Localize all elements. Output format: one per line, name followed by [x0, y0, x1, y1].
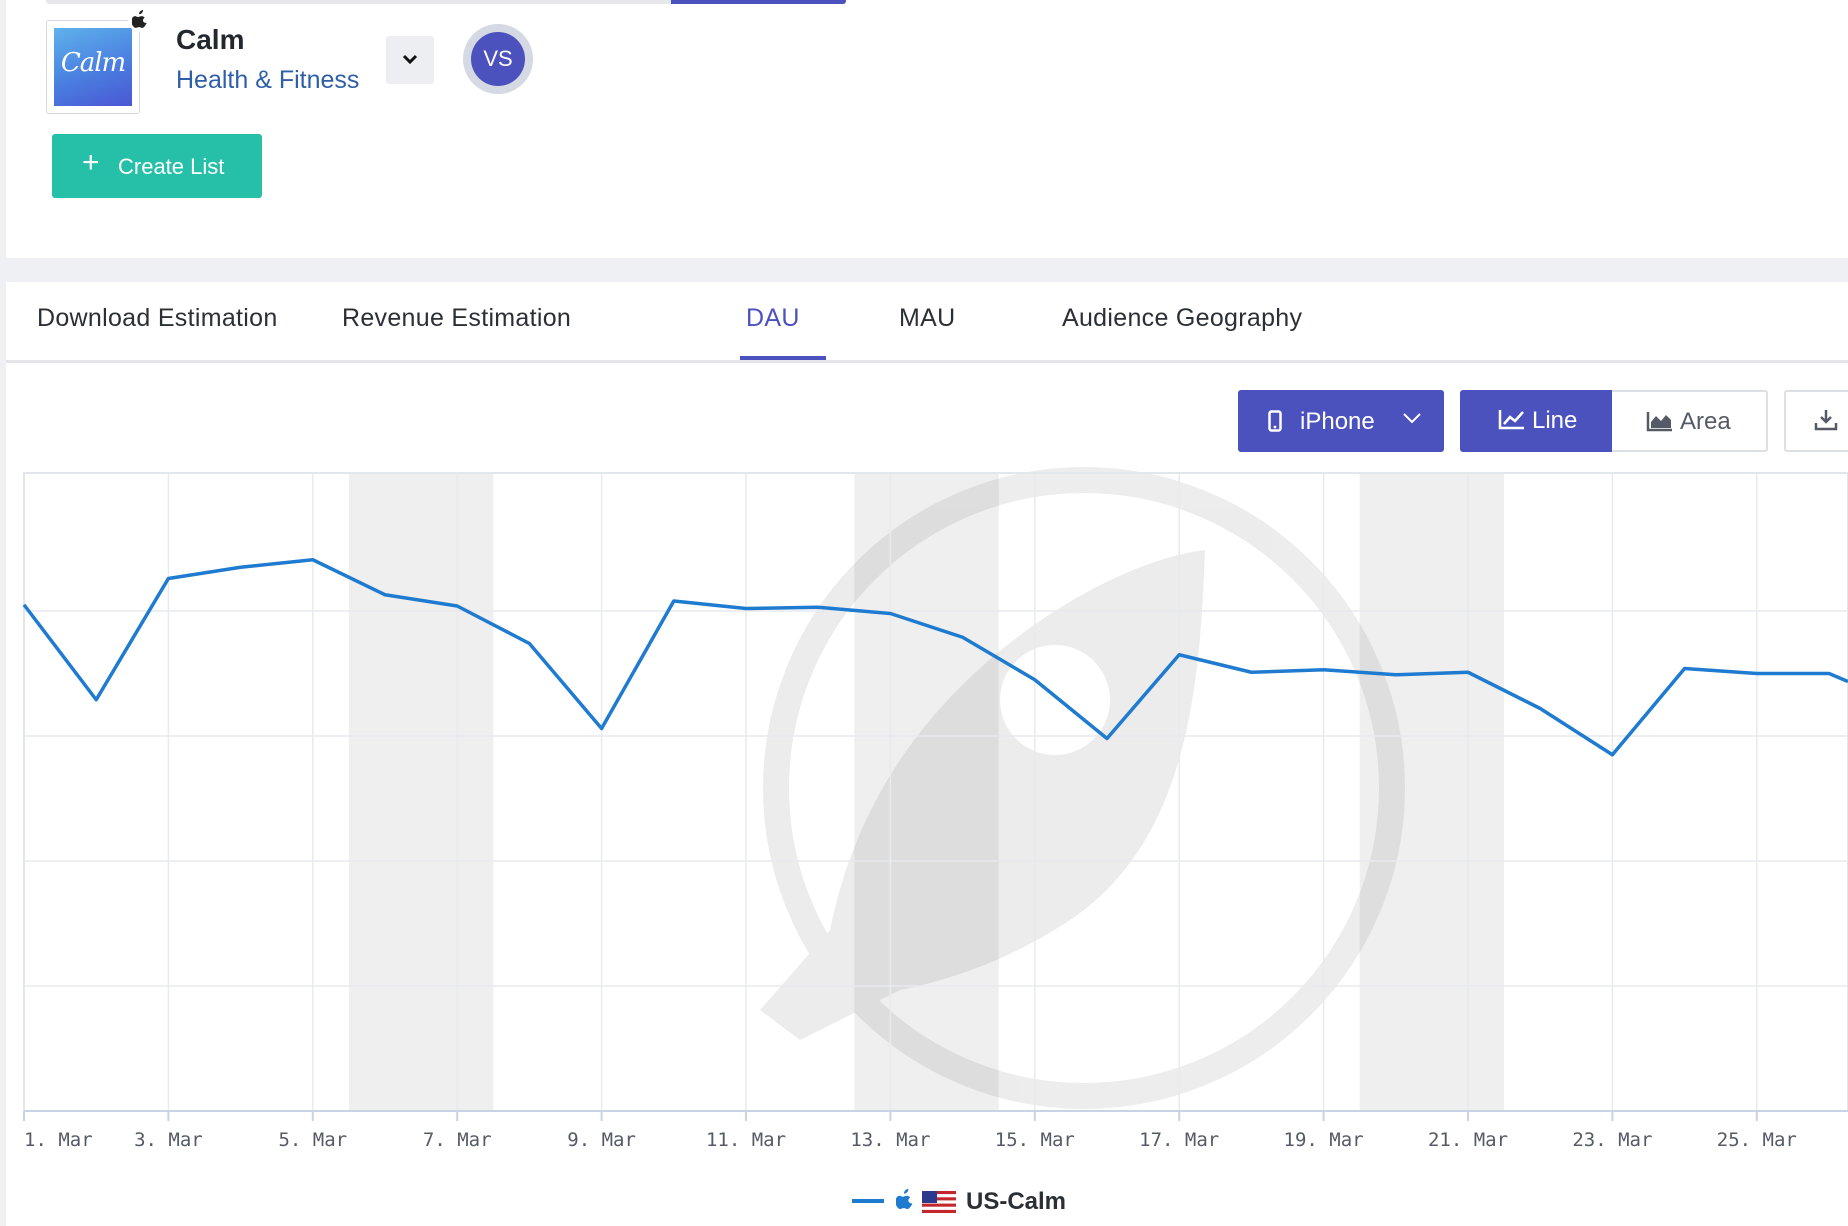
- app-dropdown-button[interactable]: [386, 36, 434, 84]
- x-tick-label: 11. Mar: [706, 1129, 786, 1151]
- search-bar-edge: [46, 0, 846, 4]
- x-tick-label: 5. Mar: [278, 1129, 347, 1151]
- rocket-watermark-icon: [760, 467, 1405, 1109]
- x-tick-label: 21. Mar: [1428, 1129, 1508, 1151]
- area-toggle-label: Area: [1680, 408, 1731, 435]
- chevron-down-icon: [402, 54, 418, 65]
- device-select[interactable]: iPhone: [1238, 390, 1444, 452]
- x-tick-label: 3. Mar: [134, 1129, 203, 1151]
- x-tick-label: 17. Mar: [1139, 1129, 1219, 1151]
- weekend-band: [348, 473, 494, 1111]
- weekend-band: [1359, 473, 1505, 1111]
- app-icon-image: Calm: [54, 28, 132, 106]
- x-tick-label: 15. Mar: [995, 1129, 1075, 1151]
- vs-compare-button[interactable]: VS: [463, 24, 533, 94]
- legend-label: US-Calm: [966, 1188, 1067, 1215]
- tab-audience-geography[interactable]: Audience Geography: [1062, 304, 1303, 332]
- device-select-label: iPhone: [1300, 408, 1375, 435]
- x-tick-label: 7. Mar: [423, 1129, 492, 1151]
- metric-tabs: Download Estimation Revenue Estimation D…: [6, 282, 1848, 363]
- tab-download-estimation[interactable]: Download Estimation: [37, 304, 278, 332]
- x-tick-label: 25. Mar: [1717, 1129, 1797, 1151]
- line-chart-toggle[interactable]: Line: [1460, 390, 1612, 452]
- line-toggle-label: Line: [1532, 407, 1578, 434]
- area-chart-toggle[interactable]: Area: [1612, 390, 1768, 452]
- download-button[interactable]: C: [1784, 390, 1848, 452]
- active-tab-indicator: [740, 356, 826, 360]
- x-tick-label: 13. Mar: [850, 1129, 930, 1151]
- apple-icon: [896, 1188, 913, 1210]
- x-tick-label: 23. Mar: [1572, 1129, 1652, 1151]
- app-icon[interactable]: Calm: [46, 20, 140, 114]
- tab-revenue-estimation[interactable]: Revenue Estimation: [342, 304, 572, 332]
- weekend-bands: [348, 473, 1505, 1111]
- apple-icon: [128, 8, 152, 32]
- chevron-down-icon: [1403, 413, 1421, 424]
- series-us-calm: [22, 558, 1848, 757]
- legend-swatch: [852, 1199, 884, 1203]
- us-flag-icon: [922, 1191, 956, 1213]
- download-icon: [1814, 410, 1838, 431]
- tab-mau[interactable]: MAU: [899, 304, 956, 332]
- app-category-link[interactable]: Health & Fitness: [176, 66, 360, 94]
- tab-dau[interactable]: DAU: [746, 304, 800, 332]
- weekend-band: [854, 473, 999, 1111]
- vs-label: VS: [471, 32, 525, 86]
- x-axis-ticks: 1. Mar 3. Mar 5. Mar 7. Mar 9. Mar 11. Mar 13.…: [23, 1111, 1797, 1151]
- app-name[interactable]: Calm: [176, 24, 245, 55]
- x-tick-label: 9. Mar: [567, 1129, 636, 1151]
- create-list-label: Create List: [118, 154, 225, 179]
- x-tick-label: 1. Mar: [24, 1129, 93, 1151]
- phone-icon: [1268, 410, 1282, 432]
- grid-lines: [23, 473, 1848, 1111]
- app-icon-text: Calm: [60, 48, 126, 78]
- create-list-button[interactable]: + Create List: [52, 134, 262, 198]
- area-chart-icon: [1646, 412, 1672, 432]
- app-header-card: Calm Calm Health & Fitness VS + Create L…: [6, 0, 1848, 258]
- plus-icon: +: [82, 146, 100, 179]
- search-button-edge[interactable]: [671, 0, 846, 4]
- x-tick-label: 19. Mar: [1284, 1129, 1364, 1151]
- line-chart-icon: [1498, 410, 1524, 430]
